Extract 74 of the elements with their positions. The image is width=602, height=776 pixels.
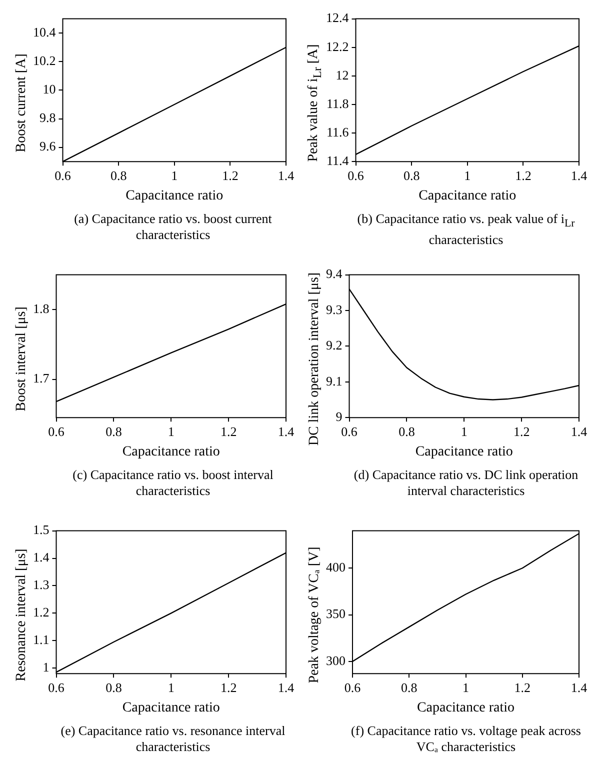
y-tick-label: 400 xyxy=(326,560,346,575)
x-tick-label: 1 xyxy=(464,168,471,183)
x-tick-label: 1.2 xyxy=(220,680,237,695)
y-tick-label: 9.2 xyxy=(326,338,342,353)
text: (e) Capacitance ratio vs. resonance interval characteristics xyxy=(60,723,286,755)
x-tick-label: 1.2 xyxy=(220,424,237,439)
x-tick-label: 0.6 xyxy=(48,680,65,695)
x-axis-title: Capacitance ratio xyxy=(122,700,220,716)
x-tick-label: 1.4 xyxy=(570,680,588,695)
text: (d) Capacitance ratio vs. DC link operation interval characteristics xyxy=(352,467,580,499)
y-tick-label: 1.1 xyxy=(33,632,50,648)
y-axis-title: DC link operation interval [μs] xyxy=(307,272,323,446)
y-tick-label: 1.2 xyxy=(33,604,50,620)
x-tick-label: 1 xyxy=(168,680,174,695)
chart-title: (b) Capacitance ratio vs. peak value of i$_{Lr}$ characteristics xyxy=(357,211,575,247)
x-tick-label: 0.6 xyxy=(348,168,364,183)
x-axis-title: Capacitance ratio xyxy=(126,188,224,204)
y-tick-label: 12.4 xyxy=(326,10,350,26)
x-tick-label: 0.8 xyxy=(106,424,122,439)
x-tick-label: 1.2 xyxy=(222,168,238,183)
x-tick-label: 1.2 xyxy=(515,168,532,183)
y-axis-title: Boost current [A] xyxy=(14,54,30,152)
x-tick-label: 0.8 xyxy=(106,680,122,695)
y-axis-title: Peak voltage of VCₐ [V] xyxy=(307,546,323,684)
y-axis-title: Boost interval [μs] xyxy=(14,306,30,412)
y-tick-label: 1.8 xyxy=(33,301,50,316)
y-axis-title: Resonance interval [μs] xyxy=(14,548,30,682)
y-tick-label: 11.6 xyxy=(326,124,350,140)
x-tick-label: 0.8 xyxy=(110,168,127,183)
x-tick-label: 1 xyxy=(168,424,174,439)
text: (f) Capacitance ratio vs. voltage peak across VCₐ characteristics xyxy=(350,723,582,755)
y-tick-label: 1.7 xyxy=(33,370,50,386)
x-tick-label: 0.8 xyxy=(403,168,420,183)
x-tick-label: 1.4 xyxy=(278,168,295,183)
y-tick-label: 1.4 xyxy=(33,550,50,565)
x-tick-label: 0.8 xyxy=(401,680,418,695)
x-tick-label: 1.4 xyxy=(570,424,588,439)
x-tick-label: 0.6 xyxy=(344,680,362,695)
y-tick-label: 10.2 xyxy=(33,53,56,68)
y-tick-label: 9.3 xyxy=(326,302,342,317)
y-tick-label: 10.4 xyxy=(33,24,56,40)
x-tick-label: 0.8 xyxy=(398,424,415,439)
text: (c) Capacitance ratio vs. boost interval characteristics xyxy=(72,467,274,499)
y-tick-label: 9.8 xyxy=(40,110,56,126)
y-tick-label: 9 xyxy=(336,409,342,424)
x-tick-label: 1.4 xyxy=(278,424,295,439)
x-tick-label: 1.4 xyxy=(570,168,588,183)
x-tick-label: 1 xyxy=(462,680,469,695)
x-tick-label: 0.6 xyxy=(341,424,358,439)
x-axis-title: Capacitance ratio xyxy=(416,700,515,716)
x-tick-label: 1 xyxy=(460,424,468,439)
y-tick-label: 12.2 xyxy=(326,38,349,54)
y-tick-label: 9.6 xyxy=(40,138,56,154)
x-tick-label: 1 xyxy=(171,168,178,183)
y-tick-label: 11.8 xyxy=(326,96,349,111)
y-tick-label: 10 xyxy=(42,82,56,97)
x-tick-label: 1.2 xyxy=(513,424,530,439)
y-tick-label: 1 xyxy=(42,660,50,675)
x-tick-label: 0.6 xyxy=(48,424,65,439)
y-tick-label: 12 xyxy=(336,67,349,82)
x-axis-title: Capacitance ratio xyxy=(122,444,220,460)
y-tick-label: 300 xyxy=(326,652,346,668)
y-tick-label: 350 xyxy=(326,606,346,622)
y-tick-label: 9.4 xyxy=(326,266,343,282)
y-tick-label: 11.4 xyxy=(326,153,350,168)
x-axis-title: Capacitance ratio xyxy=(415,444,513,460)
text: (a) Capacitance ratio vs. boost current characteristics xyxy=(73,211,273,243)
x-tick-label: 0.6 xyxy=(54,168,72,183)
x-tick-label: 1.2 xyxy=(514,680,530,695)
y-tick-label: 1.3 xyxy=(33,577,50,592)
x-axis-title: Capacitance ratio xyxy=(418,188,516,204)
y-tick-label: 1.5 xyxy=(33,522,50,538)
x-tick-label: 1.4 xyxy=(278,680,295,695)
y-tick-label: 9.1 xyxy=(326,373,342,388)
